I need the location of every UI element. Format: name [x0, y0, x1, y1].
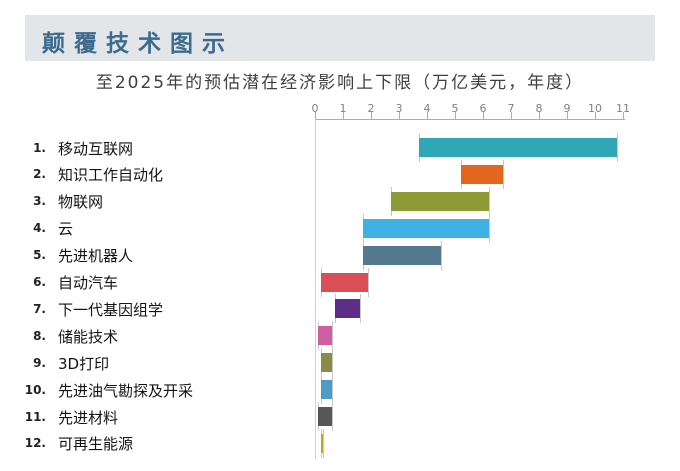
range-bar: [334, 299, 360, 319]
bar-end-tick: [617, 133, 619, 162]
item-rank: 1.: [33, 140, 46, 155]
range-bar: [418, 138, 618, 157]
x-axis-line: [315, 119, 625, 120]
bar-end-tick: [331, 375, 333, 405]
item-rank: 2.: [33, 167, 46, 182]
range-bar: [320, 433, 324, 453]
item-label: 可再生能源: [58, 435, 134, 454]
x-axis-tick-mark: [511, 112, 512, 119]
item-rank: 10.: [24, 382, 46, 397]
x-axis-tick-label: 4: [423, 102, 431, 115]
item-label: 3D打印: [58, 354, 110, 373]
x-axis-tick-label: 0: [311, 102, 319, 115]
x-axis-tick-label: 8: [535, 102, 543, 115]
range-bar: [362, 245, 441, 265]
x-axis-tick-label: 7: [507, 102, 515, 115]
item-rank: 3.: [33, 194, 46, 209]
item-label: 储能技术: [58, 327, 119, 346]
item-rank: 8.: [33, 328, 46, 343]
range-bar: [390, 191, 489, 211]
chart-subtitle: 至2025年的预估潜在经济影响上下限（万亿美元，年度）: [95, 73, 585, 93]
item-label: 知识工作自动化: [58, 166, 164, 185]
x-axis-tick-label: 5: [451, 102, 459, 115]
item-label: 先进油气勘探及开采: [58, 381, 194, 400]
x-axis-tick-label: 1: [339, 102, 347, 115]
range-bar: [320, 380, 332, 400]
x-axis-tick-mark: [455, 112, 456, 119]
x-axis-tick-mark: [483, 112, 484, 119]
item-label: 云: [58, 220, 74, 239]
item-rank: 9.: [33, 355, 46, 370]
x-axis-tick-label: 10: [588, 102, 602, 115]
range-bar: [317, 407, 332, 426]
page-title: 颠覆技术图示: [42, 31, 234, 57]
x-axis-tick-mark: [427, 112, 428, 119]
x-axis-tick-mark: [343, 112, 344, 119]
bar-end-tick: [488, 213, 490, 243]
x-axis-tick-mark: [371, 112, 372, 119]
bar-end-tick: [441, 240, 442, 270]
x-axis-tick-label: 11: [616, 102, 630, 115]
x-axis-tick-label: 6: [479, 102, 487, 115]
item-rank: 6.: [33, 275, 46, 289]
x-axis-tick-mark: [595, 112, 596, 119]
bar-end-tick: [368, 267, 370, 297]
range-bar: [460, 164, 503, 184]
item-label: 先进材料: [58, 408, 119, 427]
item-label: 物联网: [58, 193, 104, 212]
item-label: 自动汽车: [58, 274, 119, 292]
x-axis-tick-mark: [567, 112, 568, 119]
x-axis-tick-mark: [623, 112, 624, 119]
bar-end-tick: [359, 294, 361, 324]
x-axis-tick-label: 9: [563, 102, 571, 115]
range-bar: [320, 272, 369, 292]
range-bar: [317, 326, 332, 346]
bar-end-tick: [331, 402, 333, 431]
item-label: 下一代基因组学: [58, 300, 164, 319]
x-axis-tick-label: 2: [367, 102, 375, 115]
bar-end-tick: [331, 321, 333, 351]
item-label: 移动互联网: [58, 139, 134, 158]
bar-end-tick: [502, 159, 504, 189]
bar-end-tick: [323, 428, 325, 458]
bar-end-tick: [488, 186, 490, 216]
range-bar: [320, 353, 332, 373]
bar-end-tick: [331, 348, 333, 378]
x-axis-tick-mark: [399, 112, 400, 119]
item-rank: 4.: [33, 221, 46, 236]
item-rank: 7.: [33, 301, 46, 316]
item-rank: 11.: [24, 409, 46, 424]
item-rank: 5.: [33, 248, 46, 263]
item-label: 先进机器人: [58, 247, 134, 266]
range-bar: [362, 218, 489, 238]
x-axis-tick-label: 3: [395, 102, 403, 115]
header-band: 颠覆技术图示: [25, 15, 655, 61]
x-axis-tick-mark: [539, 112, 540, 119]
item-rank: 12.: [24, 436, 46, 451]
x-axis-tick-mark: [315, 112, 316, 119]
zero-axis-line: [315, 119, 316, 459]
